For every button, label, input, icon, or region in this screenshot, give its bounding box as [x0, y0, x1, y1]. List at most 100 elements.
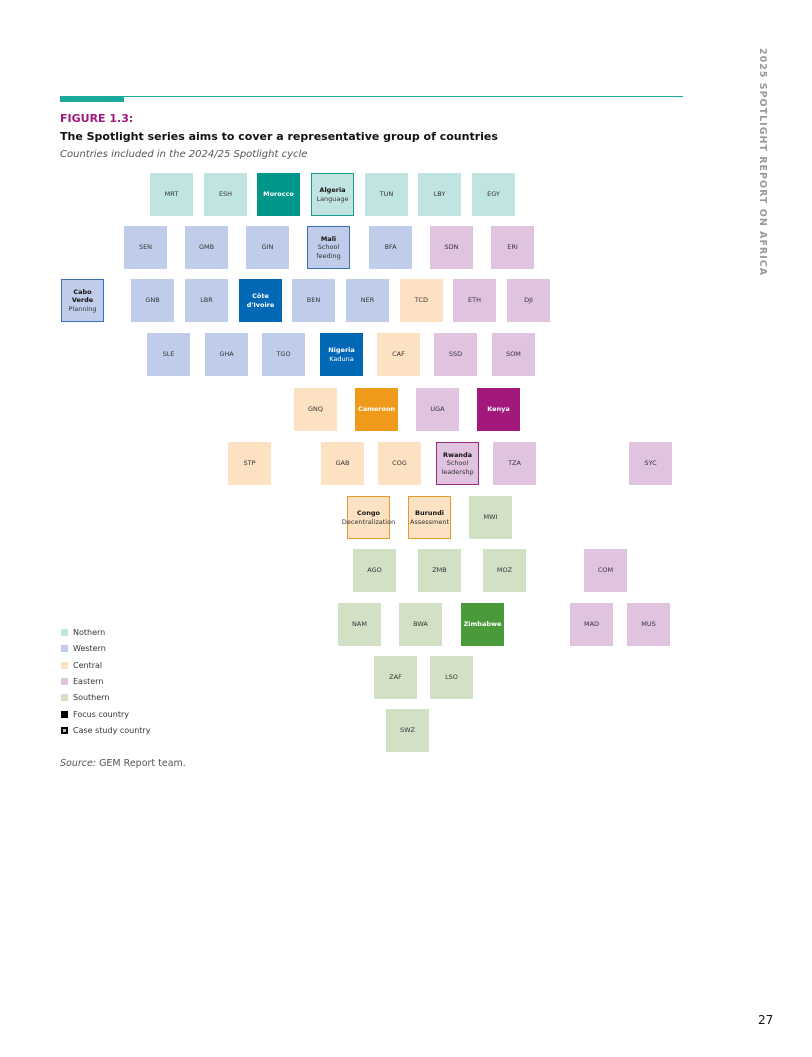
- tile-name: SSD: [448, 350, 463, 359]
- tile-name: Algeria: [319, 186, 346, 195]
- tile-detail: School feeding: [316, 243, 341, 260]
- tile-name: Cabo Verde: [71, 288, 94, 305]
- tile-name: SYC: [644, 459, 657, 468]
- tile-name: Côte d'Ivoire: [246, 292, 275, 309]
- country-tile: GNQ: [294, 388, 337, 431]
- tile-name: Burundi: [415, 509, 444, 518]
- country-tile: LBR: [185, 279, 228, 322]
- country-tile: BWA: [399, 603, 442, 646]
- country-tile: ESH: [204, 173, 247, 216]
- tile-name: GNB: [145, 296, 160, 305]
- legend-label: Nothern: [73, 628, 106, 637]
- tile-name: MOZ: [496, 566, 513, 575]
- figure-title: The Spotlight series aims to cover a rep…: [60, 130, 498, 143]
- country-tile: SOM: [492, 333, 535, 376]
- country-tile: Cabo Verde Planning: [61, 279, 104, 322]
- legend-item: Focus country: [61, 710, 129, 719]
- legend-label: Southern: [73, 693, 110, 703]
- country-tile: MAD: [570, 603, 613, 646]
- legend-swatch: [61, 710, 68, 718]
- tile-name: BEN: [306, 296, 321, 305]
- country-tile: Nigeria Kaduna: [320, 333, 363, 376]
- country-tile: TCD: [400, 279, 443, 322]
- tile-name: MWI: [483, 513, 498, 522]
- country-tile: NAM: [338, 603, 381, 646]
- country-tile: BFA: [369, 226, 412, 269]
- country-tile: Kenya: [477, 388, 520, 431]
- tile-name: ETH: [468, 296, 481, 305]
- tile-name: LBR: [200, 296, 213, 305]
- tile-name: LBY: [433, 190, 446, 199]
- legend-item: Central: [61, 661, 102, 670]
- tile-detail: Kaduna: [329, 354, 354, 363]
- tile-name: Rwanda: [442, 451, 473, 460]
- tile-name: AGO: [367, 566, 382, 575]
- country-tile: ZMB: [418, 549, 461, 592]
- legend-label: Eastern: [73, 676, 104, 686]
- source-label: Source:: [60, 758, 97, 769]
- legend-item: Nothern: [61, 628, 105, 637]
- tile-name: Zimbabwe: [463, 620, 502, 629]
- tile-name: Nigeria: [328, 346, 355, 355]
- country-tile: Côte d'Ivoire: [239, 279, 282, 322]
- tile-name: MAD: [583, 620, 600, 629]
- tile-name: COM: [597, 566, 614, 575]
- legend-swatch: [61, 694, 68, 702]
- tile-name: GNQ: [307, 405, 323, 414]
- tile-name: CAF: [392, 350, 405, 359]
- country-tile: ZAF: [374, 656, 417, 699]
- legend-label: Western: [73, 644, 106, 654]
- figure-label: FIGURE 1.3:: [60, 112, 134, 125]
- tile-name: SEN: [138, 243, 153, 252]
- rule: [60, 96, 683, 97]
- country-tile: TUN: [365, 173, 408, 216]
- country-tile: MOZ: [483, 549, 526, 592]
- country-tile: Congo Decentralization: [342, 496, 395, 539]
- country-tile: MWI: [469, 496, 512, 539]
- tile-name: NER: [360, 296, 375, 305]
- country-tile: LSO: [430, 656, 473, 699]
- tile-name: TGO: [276, 350, 291, 359]
- country-tile: DJI: [507, 279, 550, 322]
- country-tile: SLE: [147, 333, 190, 376]
- country-tile: SYC: [629, 442, 672, 485]
- tile-name: STP: [243, 459, 256, 468]
- tile-name: TCD: [414, 296, 429, 305]
- source: Source: GEM Report team.: [60, 758, 186, 769]
- page-number: 27: [758, 1013, 774, 1027]
- country-tile: MRT: [150, 173, 193, 216]
- tile-name: Congo: [357, 509, 380, 518]
- tile-name: BWA: [413, 620, 428, 629]
- country-tile: GIN: [246, 226, 289, 269]
- tile-name: GHA: [219, 350, 234, 359]
- country-tile: Cameroon: [355, 388, 398, 431]
- legend-label: Case study country: [73, 725, 151, 735]
- country-tile: SSD: [434, 333, 477, 376]
- tile-name: EGY: [487, 190, 500, 199]
- tile-name: ZAF: [389, 673, 402, 682]
- legend-swatch: [61, 661, 68, 669]
- country-tile: BEN: [292, 279, 335, 322]
- tile-name: MUS: [641, 620, 656, 629]
- tile-name: ZMB: [432, 566, 447, 575]
- tile-name: SWZ: [399, 726, 415, 735]
- country-tile: EGY: [472, 173, 515, 216]
- legend-item: Case study country: [61, 726, 150, 735]
- tile-detail: Assessment: [410, 517, 449, 526]
- legend-item: Western: [61, 644, 106, 653]
- tile-name: SDN: [444, 243, 459, 252]
- tile-name: TUN: [379, 190, 394, 199]
- rule-accent: [60, 97, 124, 102]
- country-tile: ERI: [491, 226, 534, 269]
- tile-name: Kenya: [487, 405, 510, 414]
- country-tile: COM: [584, 549, 627, 592]
- tile-name: ESH: [218, 190, 233, 199]
- country-tile: MUS: [627, 603, 670, 646]
- tile-name: GAB: [335, 459, 350, 468]
- tile-name: TZA: [508, 459, 521, 468]
- tile-name: COG: [392, 459, 407, 468]
- country-tile: UGA: [416, 388, 459, 431]
- figure-subtitle: Countries included in the 2024/25 Spotli…: [60, 149, 308, 160]
- legend-swatch: [61, 629, 68, 636]
- tile-name: SLE: [162, 350, 175, 359]
